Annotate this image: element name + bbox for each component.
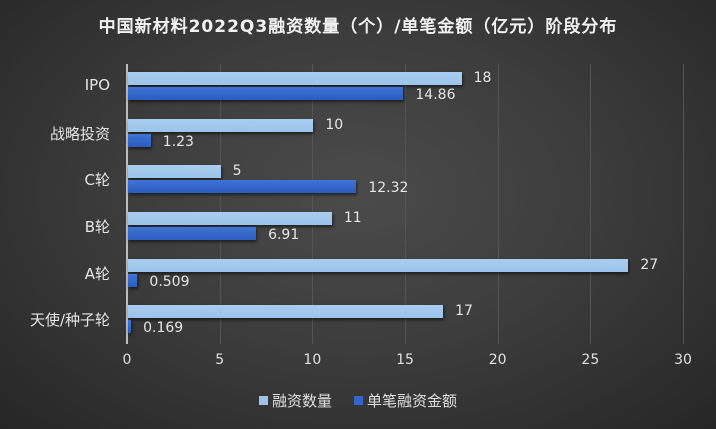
x-tick-label: 10 (303, 352, 322, 368)
bar-amount[interactable] (128, 87, 404, 100)
bar-count[interactable] (128, 72, 462, 85)
data-label: 6.91 (268, 227, 300, 243)
category-label: B轮 (84, 218, 110, 236)
legend: 融资数量 单笔融资金额 (0, 390, 716, 411)
x-tick-label: 30 (674, 352, 692, 368)
data-label: 12.32 (368, 180, 409, 197)
bar-count[interactable] (128, 305, 444, 319)
bar-amount[interactable] (128, 180, 357, 194)
data-label: 1.23 (162, 133, 194, 150)
category-label: C轮 (84, 171, 110, 190)
category-label: 天使/种子轮 (29, 311, 110, 330)
x-tick-label: 0 (122, 352, 132, 368)
legend-label-amount: 单笔融资金额 (367, 392, 458, 410)
gridline (312, 64, 314, 344)
bar-count[interactable] (128, 165, 221, 179)
gridline (405, 64, 406, 344)
legend-swatch-amount (354, 396, 363, 405)
chart-title: 中国新材料2022Q3融资数量（个）/单笔金额（亿元）阶段分布 (98, 17, 618, 37)
data-label: 27 (640, 256, 659, 273)
bar-count[interactable] (128, 118, 314, 132)
bar-amount[interactable] (128, 320, 132, 334)
legend-item-count[interactable]: 融资数量 (258, 390, 332, 411)
data-label: 11 (343, 210, 362, 226)
bar-count[interactable] (128, 212, 332, 225)
data-label: 5 (232, 163, 242, 180)
legend-swatch-count (258, 396, 268, 405)
data-label: 17 (455, 303, 473, 320)
category-label: A轮 (84, 264, 110, 283)
bar-amount[interactable] (128, 273, 138, 287)
legend-item-amount[interactable]: 单笔融资金额 (354, 390, 457, 411)
legend-label-count: 融资数量 (271, 392, 332, 410)
bar-count[interactable] (128, 258, 629, 272)
data-label: 10 (325, 116, 344, 133)
gridline (590, 64, 592, 344)
x-tick-label: 25 (581, 352, 600, 368)
gridline (497, 64, 499, 344)
category-label: 战略投资 (49, 124, 110, 143)
x-tick-label: 5 (215, 352, 225, 368)
bar-amount[interactable] (128, 227, 257, 240)
x-tick-label: 20 (488, 352, 507, 368)
bar-amount[interactable] (128, 133, 151, 147)
data-label: 0.509 (149, 273, 190, 290)
plot-area: 18 14.86 10 1.23 5 12.32 11 6.91 27 0.509 17 0.169 (126, 64, 684, 344)
category-label: IPO (84, 76, 110, 94)
gridline (219, 64, 221, 344)
data-label: 0.169 (143, 320, 184, 337)
data-label: 18 (473, 70, 492, 86)
y-axis-line (126, 64, 128, 344)
data-label: 14.86 (415, 87, 456, 103)
x-tick-label: 15 (396, 352, 414, 368)
gridline (683, 64, 684, 344)
